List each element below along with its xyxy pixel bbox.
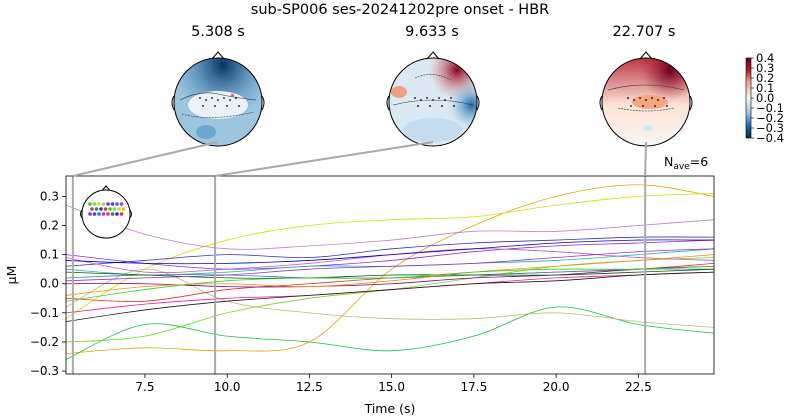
channel-line-4 [66, 306, 714, 360]
x-tick-label: 15.0 [378, 380, 405, 394]
x-tick-label: 17.5 [461, 380, 488, 394]
sensor-layout-inset [80, 185, 132, 239]
y-tick-label: −0.3 [30, 364, 59, 378]
colorbar-tick-label: 0.2 [756, 71, 774, 85]
channel-line-14 [66, 268, 714, 279]
channel-line-3 [66, 204, 714, 250]
y-tick-label: −0.1 [30, 306, 59, 320]
y-tick-label: 0.3 [40, 189, 59, 203]
colorbar-tick-label: −0.2 [756, 111, 784, 125]
butterfly-plot: 7.5 10.0 12.5 15.0 17.5 20.0 22.5 0.3 0.2 0.1 0.0… [4, 154, 715, 416]
x-tick-label: 22.5 [625, 380, 652, 394]
y-axis-label: µM [4, 266, 19, 285]
y-tick-label: 0.1 [40, 248, 59, 262]
colorbar-tick-label: 0.1 [756, 81, 774, 95]
colorbar-tick-label: −0.3 [756, 121, 784, 135]
head-outline-icon [81, 189, 131, 239]
channel-line-5 [66, 268, 714, 328]
colorbar: 0.40.30.20.10.0−0.1−0.2−0.3−0.4 [745, 52, 784, 144]
channel-line-15 [66, 271, 714, 322]
channel-line-7 [66, 236, 714, 267]
y-tick-label: 0.2 [40, 219, 59, 233]
topomap-3 [599, 51, 693, 147]
y-tick-label: −0.2 [30, 335, 59, 349]
topomap-title-1: 5.308 s [191, 24, 245, 40]
y-tick-label: 0.0 [40, 277, 59, 291]
nave-label: Nave=6 [664, 154, 708, 172]
channel-line-18 [66, 265, 714, 302]
colorbar-tick-label: 0.0 [756, 91, 774, 105]
colorbar-gradient [745, 57, 752, 139]
colorbar-tick-label: 0.4 [756, 52, 774, 65]
topomap-1 [171, 51, 265, 147]
x-axis-label: Time (s) [364, 401, 416, 416]
topomap-2 [386, 51, 480, 147]
x-tick-label: 20.0 [543, 380, 570, 394]
topomap-title-3: 22.707 s [612, 24, 676, 40]
figure-title: sub-SP006 ses-20241202pre onset - HBR [250, 2, 550, 18]
channel-line-19 [66, 239, 714, 265]
channel-line-8 [66, 239, 714, 270]
channel-line-2 [66, 193, 714, 320]
x-tick-label: 12.5 [296, 380, 323, 394]
x-tick-label: 7.5 [135, 380, 154, 394]
channel-line-1 [66, 184, 714, 355]
topomap-title-2: 9.633 s [405, 24, 459, 40]
colorbar-tick-label: −0.1 [756, 101, 784, 115]
x-tick-label: 10.0 [214, 380, 241, 394]
colorbar-tick-label: −0.4 [756, 131, 784, 144]
colorbar-tick-label: 0.3 [756, 61, 774, 75]
channel-line-20 [66, 248, 714, 282]
channel-line-17 [66, 254, 714, 296]
